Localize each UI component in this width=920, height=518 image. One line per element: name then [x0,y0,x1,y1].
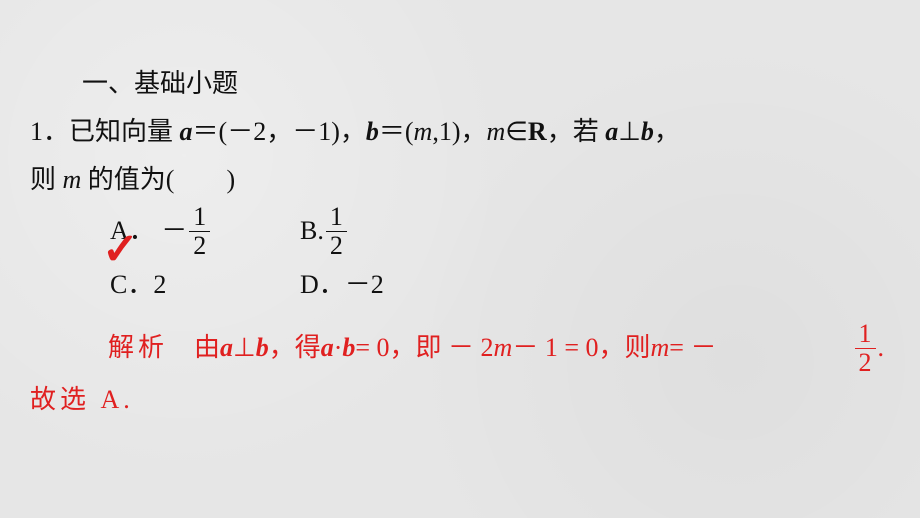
a-eq: ＝(－2，－1)， [193,117,366,146]
options-block: ✓ A． － 1 2 B. 1 2 C． 2 [110,204,890,312]
ex-perp: ⊥ [233,324,256,372]
opt-a-frac: 1 2 [189,203,210,259]
ex-period: . [878,324,885,372]
explanation-left: 解析 由 a ⊥ b ，得 a · b = 0，即 － 2 m － 1 = 0，… [30,324,716,372]
opt-b-num: 1 [326,203,347,230]
m-var-2: m [486,117,505,146]
option-a: ✓ A． － 1 2 [110,203,300,259]
explanation-line-1: 解析 由 a ⊥ b ，得 a · b = 0，即 － 2 m － 1 = 0，… [30,320,890,376]
ex-frac-den: 2 [855,348,876,376]
ex-m2: m [651,324,670,372]
ex-p2: ，得 [269,324,321,372]
in-symbol: ∈ [505,117,528,146]
opt-a-minus: － [161,207,187,255]
ex-eq0: = 0，即 － 2 [355,324,493,372]
opt-d-label: D． [300,261,345,309]
ex-frac-num: 1 [855,320,876,347]
opt-b-label: B. [300,207,324,255]
opt-a-den: 2 [189,231,210,259]
math-problem-page: 一、基础小题 1．已知向量 a＝(－2，－1)，b＝(m,1)，m∈R，若 a⊥… [0,0,920,444]
l2-b: 的值为( ) [81,165,235,194]
q-comma: ，若 [547,117,606,146]
option-c: C． 2 [110,261,300,309]
question-line-2: 则 m 的值为( ) [30,156,890,204]
b-eq: ＝( [379,117,414,146]
vector-a: a [180,117,193,146]
ex-p4: = － [669,324,716,372]
explanation-line-2: 故选 A. [30,376,890,424]
l2-m: m [63,165,82,194]
question-line-1: 1．已知向量 a＝(－2，－1)，b＝(m,1)，m∈R，若 a⊥b， [30,108,890,156]
option-b: B. 1 2 [300,203,349,259]
explanation-label: 解析 [108,324,168,372]
opt-d-val: －2 [345,261,384,309]
opt-b-frac: 1 2 [326,203,347,259]
b-eq-tail: ,1)， [432,117,486,146]
ex-p1: 由 [194,324,220,372]
q-number: 1． [30,117,69,146]
real-set: R [528,117,547,146]
section-heading: 一、基础小题 [30,60,890,108]
opt-b-den: 2 [326,231,347,259]
ex-b2: b [342,324,355,372]
q-prefix: 已知向量 [69,117,180,146]
option-row-1: ✓ A． － 1 2 B. 1 2 [110,204,890,258]
ex-p3: － 1 = 0，则 [512,324,650,372]
vector-a-2: a [605,117,618,146]
opt-a-label: A． [110,207,155,255]
vector-b: b [366,117,379,146]
ex-b: b [256,324,269,372]
ex-a2: a [321,324,334,372]
ex-frac: 1 2 [855,320,876,376]
opt-a-num: 1 [189,203,210,230]
opt-c-label: C． [110,261,153,309]
ex-m1: m [494,324,513,372]
ex-dot: · [334,324,343,372]
vector-b-2: b [641,117,654,146]
l2-a: 则 [30,165,63,194]
option-row-2: C． 2 D． －2 [110,258,890,312]
q-tail: ， [654,117,680,146]
ex-a: a [220,324,233,372]
perp-symbol: ⊥ [618,117,641,146]
option-d: D． －2 [300,261,384,309]
m-var: m [414,117,433,146]
opt-c-val: 2 [153,261,166,309]
